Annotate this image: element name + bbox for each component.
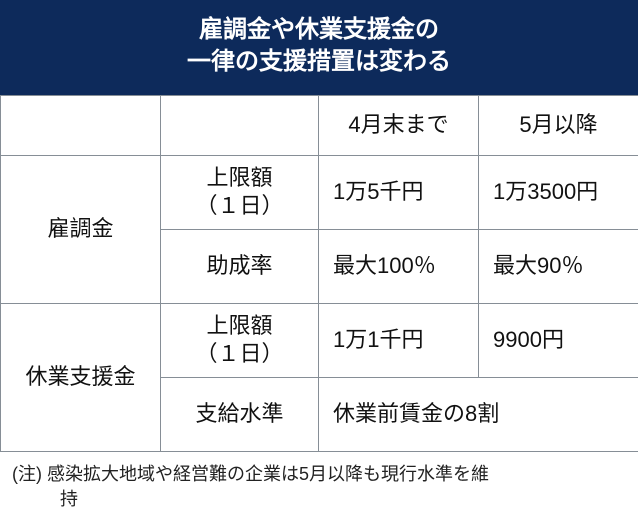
- label-cell: 助成率: [161, 229, 319, 303]
- value-cell: 最大90％: [479, 229, 638, 303]
- header-blank-2: [161, 95, 319, 155]
- value-cell-merged: 休業前賃金の8割: [319, 377, 638, 451]
- table-header-row: 4月末まで 5月以降: [1, 95, 638, 155]
- category-cell-1: 雇調金: [1, 155, 161, 303]
- note-line-2: 持: [12, 487, 626, 512]
- label-line-2: （１日）: [175, 192, 304, 221]
- header-period-1: 4月末まで: [319, 95, 479, 155]
- value-cell: 1万1千円: [319, 303, 479, 377]
- value-cell: 1万3500円: [479, 155, 638, 229]
- table-row: 休業支援金 上限額 （１日） 1万1千円 9900円: [1, 303, 638, 377]
- note-prefix: (注): [12, 462, 42, 487]
- title-bar: 雇調金や休業支援金の 一律の支援措置は変わる: [0, 0, 638, 95]
- value-cell: 1万5千円: [319, 155, 479, 229]
- label-cell: 上限額 （１日）: [161, 155, 319, 229]
- support-table: 4月末まで 5月以降 雇調金 上限額 （１日） 1万5千円 1万3500円 助成…: [0, 95, 638, 452]
- label-line-2: （１日）: [175, 340, 304, 369]
- label-cell: 上限額 （１日）: [161, 303, 319, 377]
- label-cell: 支給水準: [161, 377, 319, 451]
- value-cell: 9900円: [479, 303, 638, 377]
- title-line-1: 雇調金や休業支援金の: [10, 14, 628, 46]
- note-line-1: 感染拡大地域や経営難の企業は5月以降も現行水準を維: [47, 462, 489, 487]
- header-period-2: 5月以降: [479, 95, 638, 155]
- value-cell: 最大100％: [319, 229, 479, 303]
- table-row: 雇調金 上限額 （１日） 1万5千円 1万3500円: [1, 155, 638, 229]
- title-line-2: 一律の支援措置は変わる: [10, 46, 628, 78]
- category-cell-2: 休業支援金: [1, 303, 161, 451]
- label-line-1: 上限額: [175, 312, 304, 341]
- footnote: (注) 感染拡大地域や経営難の企業は5月以降も現行水準を維 持: [0, 452, 638, 512]
- header-blank-1: [1, 95, 161, 155]
- table-container: 雇調金や休業支援金の 一律の支援措置は変わる 4月末まで 5月以降 雇調金 上限…: [0, 0, 638, 512]
- label-line-1: 上限額: [175, 164, 304, 193]
